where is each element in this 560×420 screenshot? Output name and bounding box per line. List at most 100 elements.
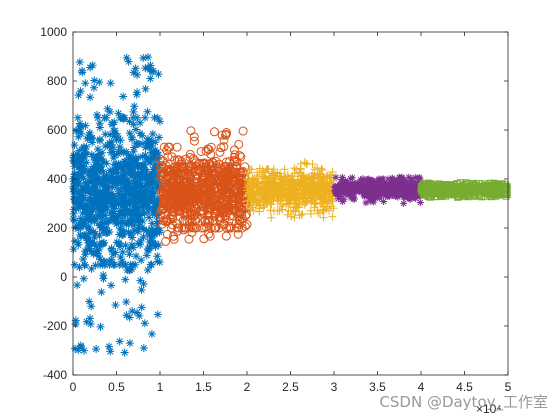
data-point [75, 58, 84, 67]
data-point [109, 250, 118, 259]
data-point [125, 339, 134, 348]
data-point [424, 179, 432, 187]
data-point [264, 180, 273, 189]
data-point [141, 143, 150, 152]
data-point [137, 256, 146, 265]
data-point [332, 173, 340, 181]
data-point [229, 155, 239, 165]
data-point [141, 151, 150, 160]
data-point [233, 229, 243, 239]
data-point [132, 178, 141, 187]
data-point [225, 221, 235, 231]
data-point [179, 225, 189, 235]
data-point [378, 175, 386, 183]
data-point [132, 158, 141, 167]
data-point [86, 320, 95, 329]
data-point [92, 344, 101, 353]
data-point [126, 209, 135, 218]
data-point [198, 175, 208, 185]
data-point [127, 218, 136, 227]
data-point [267, 169, 276, 178]
data-point [100, 113, 109, 122]
data-point [141, 169, 150, 178]
data-point [90, 155, 99, 164]
data-point [99, 157, 108, 166]
data-point [151, 138, 160, 147]
data-point [197, 170, 207, 180]
data-point [215, 212, 225, 222]
data-point [469, 179, 477, 187]
data-point [154, 180, 163, 189]
data-point [99, 172, 108, 181]
data-point [93, 113, 102, 122]
y-tick-label: 800 [47, 74, 67, 88]
data-point [278, 205, 287, 214]
data-point [133, 140, 142, 149]
data-point [165, 142, 175, 152]
data-point [75, 122, 84, 131]
data-point [76, 192, 85, 201]
data-point [95, 136, 104, 145]
data-point [115, 242, 124, 251]
data-point [243, 200, 252, 209]
data-point [146, 61, 155, 70]
data-point [350, 183, 358, 191]
data-point [134, 153, 143, 162]
data-point [106, 140, 115, 149]
data-point [186, 221, 196, 231]
data-point [132, 188, 141, 197]
data-point [95, 240, 104, 249]
data-point [87, 264, 96, 273]
data-point [403, 186, 411, 194]
data-point [150, 230, 159, 239]
data-point [114, 150, 123, 159]
data-point [203, 165, 213, 175]
data-point [306, 209, 315, 218]
data-point [151, 242, 160, 251]
data-point [122, 311, 131, 320]
data-point [128, 307, 137, 316]
data-point [75, 146, 84, 155]
data-point [123, 181, 132, 190]
data-point [129, 260, 138, 269]
data-point [133, 227, 142, 236]
data-point [95, 174, 104, 183]
data-point [106, 216, 115, 225]
data-point [87, 172, 96, 181]
data-point [394, 187, 402, 195]
data-point [78, 201, 87, 210]
data-point [318, 178, 327, 187]
data-point [234, 139, 244, 149]
data-point [221, 129, 231, 139]
data-point [85, 244, 94, 253]
x-tick-label: 0.5 [108, 380, 125, 394]
data-point [106, 79, 115, 88]
data-point [149, 148, 158, 157]
data-point [89, 202, 98, 211]
data-point [230, 199, 240, 209]
data-point [153, 155, 162, 164]
data-point [88, 138, 97, 147]
series-4 [331, 173, 425, 207]
data-point [313, 163, 322, 172]
data-point [173, 226, 183, 236]
data-point [373, 192, 381, 200]
data-point [191, 161, 201, 171]
data-point [98, 212, 107, 221]
data-point [132, 207, 141, 216]
data-point [106, 148, 115, 157]
data-point [154, 241, 163, 250]
data-point [255, 170, 264, 179]
data-point [139, 139, 148, 148]
data-point [174, 155, 184, 165]
data-point [107, 208, 116, 217]
data-point [277, 189, 286, 198]
data-point [153, 257, 162, 266]
data-point [109, 168, 118, 177]
data-point [77, 168, 86, 177]
data-point [293, 176, 302, 185]
data-point [129, 243, 138, 252]
data-point [111, 248, 120, 257]
data-point [74, 132, 83, 141]
data-point [221, 231, 231, 241]
